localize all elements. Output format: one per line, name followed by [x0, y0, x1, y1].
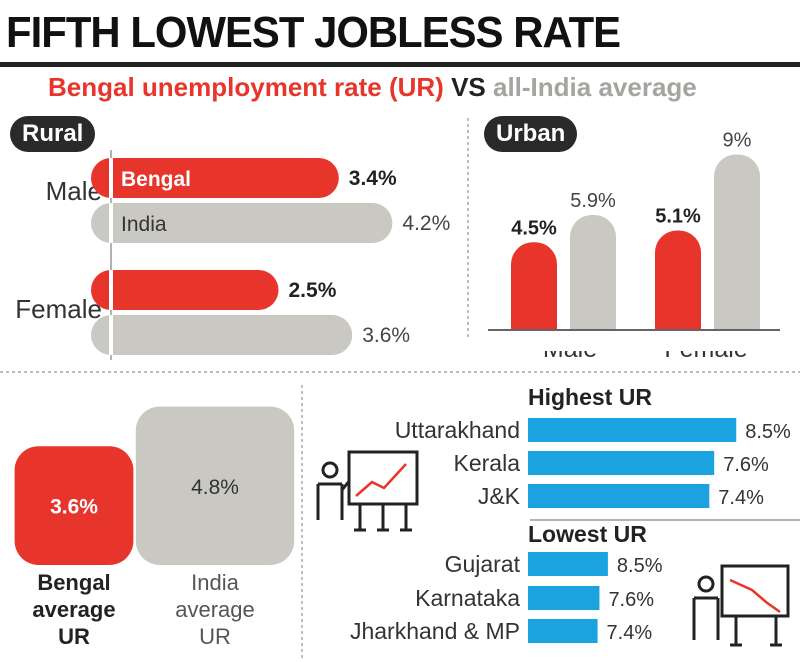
urban-value-label: 4.5%	[511, 217, 557, 239]
urban-value-label: 9%	[723, 130, 752, 152]
urban-baseline-mask	[489, 331, 779, 351]
rural-bar-cap	[109, 315, 113, 355]
highest-ur-state-label: J&K	[478, 483, 521, 509]
average-category-label: average	[32, 597, 115, 622]
presenter-up-trend-icon	[316, 450, 419, 532]
rural-bar-bengal-female	[91, 270, 279, 310]
rural-pill: Rural	[10, 116, 96, 152]
category-label-female: Female	[15, 294, 102, 324]
average-category-label: UR	[58, 624, 90, 649]
average-value-label: 3.6%	[50, 496, 98, 519]
rural-bar-cap	[109, 203, 113, 243]
average-category-label: average	[175, 597, 255, 622]
rural-value-label: 4.2%	[402, 212, 450, 235]
average-category-label: UR	[199, 624, 231, 649]
rural-value-label: 3.6%	[362, 324, 410, 347]
highest-ur-state-label: Uttarakhand	[395, 417, 520, 443]
urban-pill: Urban	[484, 116, 578, 152]
average-box-india	[135, 406, 295, 565]
lowest-ur-title: Lowest UR	[528, 521, 647, 547]
lowest-ur-value-label: 7.6%	[608, 589, 654, 611]
rural-bar-bengal-male	[91, 158, 339, 198]
lowest-ur-state-label: Karnataka	[415, 585, 520, 611]
rural-value-label: 2.5%	[289, 279, 337, 302]
lowest-ur-value-label: 7.4%	[607, 622, 653, 644]
highest-ur-value-label: 7.6%	[723, 454, 769, 476]
rural-bar-india-female	[91, 315, 353, 355]
urban-bar-bengal-female	[655, 230, 701, 350]
highest-ur-bar	[528, 484, 710, 508]
subtitle-vs: VS	[451, 72, 486, 102]
rural-series-label-india: India	[121, 213, 167, 236]
subtitle-india: all-India average	[492, 72, 697, 102]
rural-bar-cap	[109, 270, 113, 310]
average-box-bengal	[14, 446, 134, 565]
highest-ur-bar	[528, 418, 737, 442]
urban-value-label: 5.9%	[570, 190, 616, 212]
average-value-label: 4.8%	[191, 476, 239, 499]
presenter-down-trend-icon	[692, 564, 790, 647]
urban-value-label: 5.1%	[655, 206, 701, 228]
lowest-ur-bar	[528, 552, 608, 576]
subtitle: Bengal unemployment rate (UR) VS all-Ind…	[48, 72, 697, 103]
highest-ur-state-label: Kerala	[454, 450, 521, 476]
lowest-ur-value-label: 8.5%	[617, 555, 663, 577]
lowest-ur-state-label: Gujarat	[445, 551, 521, 577]
lowest-ur-chart: Lowest UR Gujarat 8.5% Karnataka 7.6% Jharkha…	[350, 521, 663, 644]
highest-ur-value-label: 8.5%	[745, 421, 791, 443]
urban-bar-india-male	[570, 214, 616, 350]
infographic-title: FIFTH LOWEST JOBLESS RATE	[6, 8, 621, 57]
average-category-label: India	[191, 570, 239, 595]
urban-chart: 4.5%5.9%Male5.1%9%Female	[488, 130, 780, 363]
rural-series-label-bengal: Bengal	[121, 168, 191, 191]
lowest-ur-bar	[528, 619, 598, 643]
urban-bar-india-female	[714, 154, 760, 350]
rural-bar-cap	[109, 158, 113, 198]
highest-ur-title: Highest UR	[528, 384, 652, 410]
subtitle-bengal: Bengal unemployment rate (UR)	[48, 72, 444, 102]
average-category-label: Bengal	[37, 570, 110, 595]
rural-bar-india-male	[91, 203, 393, 243]
lowest-ur-bar	[528, 586, 600, 610]
rural-value-label: 3.4%	[349, 167, 397, 190]
highest-ur-chart: Highest UR Uttarakhand 8.5% Kerala 7.6% J&K 7.…	[395, 384, 791, 509]
lowest-ur-state-label: Jharkhand & MP	[350, 618, 520, 644]
highest-ur-value-label: 7.4%	[718, 487, 764, 509]
highest-ur-bar	[528, 451, 715, 475]
urban-bar-bengal-male	[511, 242, 557, 350]
title-rule	[0, 62, 800, 67]
